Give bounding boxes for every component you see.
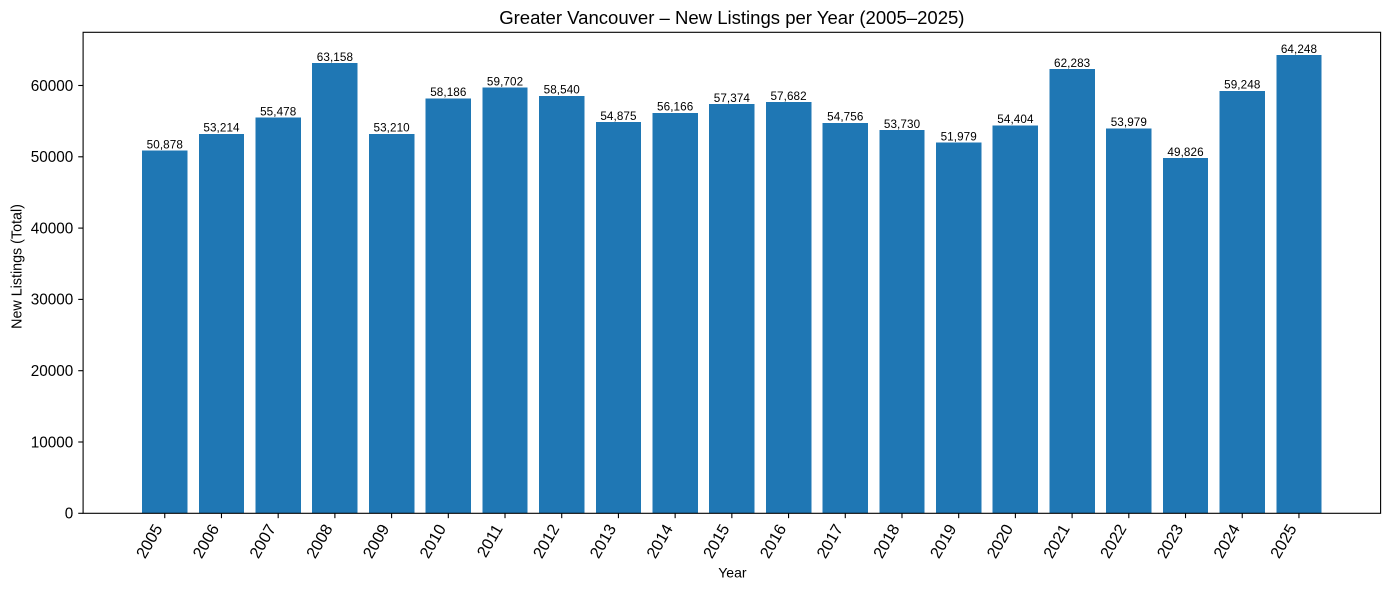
svg-text:57,374: 57,374	[714, 92, 751, 105]
svg-text:New Listings (Total): New Listings (Total)	[9, 204, 25, 329]
svg-text:0: 0	[65, 506, 74, 523]
svg-text:53,214: 53,214	[203, 122, 240, 135]
svg-text:53,979: 53,979	[1111, 116, 1147, 129]
svg-text:57,682: 57,682	[770, 90, 806, 103]
svg-text:20000: 20000	[31, 363, 74, 380]
svg-text:10000: 10000	[31, 434, 74, 451]
svg-text:59,248: 59,248	[1224, 79, 1260, 92]
svg-text:53,730: 53,730	[884, 118, 921, 131]
svg-text:51,979: 51,979	[941, 130, 977, 143]
svg-text:54,875: 54,875	[600, 110, 637, 123]
svg-text:49,826: 49,826	[1167, 146, 1203, 159]
svg-text:62,283: 62,283	[1054, 57, 1090, 70]
svg-text:58,186: 58,186	[430, 86, 466, 99]
svg-text:Greater Vancouver – New Listin: Greater Vancouver – New Listings per Yea…	[499, 7, 964, 28]
svg-text:40000: 40000	[31, 220, 74, 237]
svg-text:30000: 30000	[31, 292, 74, 309]
svg-text:54,404: 54,404	[997, 113, 1034, 126]
svg-text:60000: 60000	[31, 78, 74, 95]
svg-text:Year: Year	[718, 564, 747, 580]
svg-text:56,166: 56,166	[657, 101, 693, 114]
svg-text:64,248: 64,248	[1281, 43, 1317, 56]
svg-text:58,540: 58,540	[544, 84, 581, 97]
svg-text:54,756: 54,756	[827, 111, 863, 124]
svg-text:59,702: 59,702	[487, 75, 523, 88]
svg-text:50000: 50000	[31, 149, 74, 166]
svg-text:50,878: 50,878	[147, 138, 183, 151]
svg-text:53,210: 53,210	[374, 122, 411, 135]
svg-text:55,478: 55,478	[260, 106, 296, 119]
svg-text:63,158: 63,158	[317, 51, 353, 64]
